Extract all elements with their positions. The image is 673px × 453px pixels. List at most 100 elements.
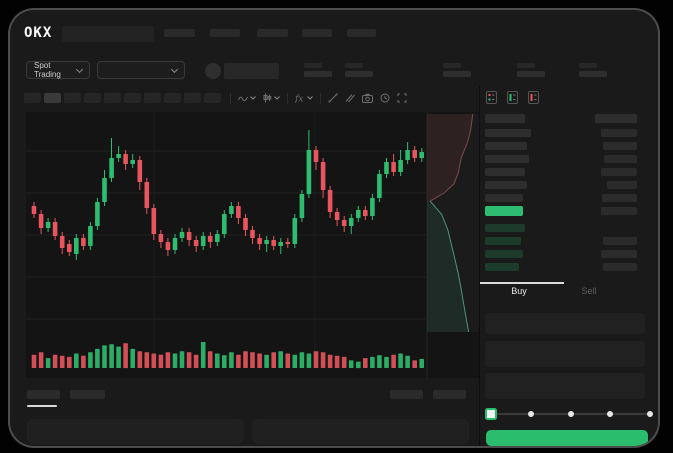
buy-submit-button[interactable] [486,430,648,446]
chevron-down-icon [75,65,84,73]
timeframe-button[interactable] [144,93,161,103]
stat-value-placeholder [443,71,471,77]
orders-filter-pill[interactable] [433,390,466,399]
slider-stop[interactable] [567,411,574,417]
tab-buy[interactable]: Buy [489,286,549,296]
slider-stop[interactable] [647,411,653,417]
indicators-icon[interactable]: fx [295,93,313,103]
stat-label-placeholder [443,63,461,68]
market-stat [517,63,547,78]
timeframe-button[interactable] [124,93,141,103]
stat-label-placeholder [517,63,535,68]
orderbook-ask-row[interactable] [485,129,531,137]
slider-stop[interactable] [527,411,534,417]
tab-sell[interactable]: Sell [559,286,619,296]
orderbook-bid-row[interactable] [485,237,521,245]
chart-style-icon[interactable] [238,93,256,103]
stat-value-placeholder [517,71,545,77]
orders-tab[interactable] [27,390,60,399]
app-window: OKX Spot Trading fx Buy Sell [8,8,660,448]
candles-layer [31,130,424,260]
pair-selector[interactable] [97,61,185,79]
timeframe-button[interactable] [204,93,221,103]
active-tab-underline [27,405,57,407]
book-bids-icon[interactable] [507,91,518,104]
volume-layer [31,342,424,369]
orderbook-bid-amount [603,237,637,245]
orderbook-bid-row[interactable] [485,263,519,271]
chart-tools: fx [230,90,407,106]
brand-placeholder [62,26,154,42]
price-input[interactable] [485,313,645,334]
book-combined-icon[interactable] [486,91,497,104]
orderbook-ask-row[interactable] [485,142,527,150]
timeframe-button[interactable] [184,93,201,103]
orderbook-header [485,114,525,123]
timeframe-button[interactable] [84,93,101,103]
nav-item[interactable] [347,29,376,37]
buy-tab-label: Buy [511,286,527,296]
market-stat [443,63,473,78]
market-type-selector[interactable]: Spot Trading [26,61,90,79]
orderbook-ask-amount [603,142,637,150]
orderbook-bid-row[interactable] [485,224,525,232]
amount-input[interactable] [485,341,645,367]
panel-divider [479,86,480,446]
nav-item[interactable] [302,29,332,37]
orderbook-bid-amount [603,263,637,271]
orderbook-ask-row[interactable] [485,194,523,202]
toolbar-separator [230,92,231,104]
orders-panel[interactable] [27,419,244,444]
compare-icon[interactable] [345,93,355,103]
nav-item[interactable] [257,29,288,37]
total-input[interactable] [485,373,645,399]
stat-value-placeholder [345,71,373,77]
orderbook-ask-amount [602,194,637,202]
orders-tab[interactable] [70,390,105,399]
stat-value-placeholder [579,71,607,77]
pair-avatar [205,63,221,79]
toolbar-separator [287,92,288,104]
timeframe-button[interactable] [164,93,181,103]
last-price-bar [485,206,523,216]
orderbook-ask-amount [604,155,637,163]
orders-filter-pill[interactable] [390,390,423,399]
orderbook-bid-amount [601,250,637,258]
fullscreen-icon[interactable] [397,93,407,103]
timeframe-button[interactable] [64,93,81,103]
sell-tab-label: Sell [581,286,597,296]
market-type-label: Spot Trading [34,61,61,79]
stat-label-placeholder [579,63,597,68]
timeframe-button[interactable] [104,93,121,103]
slider-stop[interactable] [607,411,614,417]
svg-text:fx: fx [295,95,303,104]
okx-logo: OKX [24,25,53,41]
orderbook-header [595,114,637,123]
line-tool-icon[interactable] [328,93,338,103]
orderbook-ask-amount [607,181,637,189]
camera-icon[interactable] [362,93,373,103]
orderbook-ask-row[interactable] [485,181,527,189]
depth-asks-area [427,113,474,202]
price-chart[interactable] [26,112,480,378]
depth-bids-area [427,200,470,333]
last-price-amount [601,207,637,215]
orderbook-bid-row[interactable] [485,250,523,258]
book-asks-icon[interactable] [528,91,539,104]
timeframe-button[interactable] [24,93,41,103]
nav-item[interactable] [210,29,240,37]
timeframe-button[interactable] [44,93,61,103]
nav-item[interactable] [164,29,195,37]
slider-handle[interactable] [485,408,497,420]
market-stat [579,63,609,78]
history-panel[interactable] [252,419,469,444]
candle-type-icon[interactable] [263,93,280,103]
chart-background [26,112,480,378]
stat-label-placeholder [345,63,363,68]
history-icon[interactable] [380,93,390,103]
stat-value-placeholder [304,71,332,77]
pair-name-placeholder [224,63,279,79]
toolbar-separator [320,92,321,104]
orderbook-ask-row[interactable] [485,155,529,163]
orderbook-ask-row[interactable] [485,168,525,176]
